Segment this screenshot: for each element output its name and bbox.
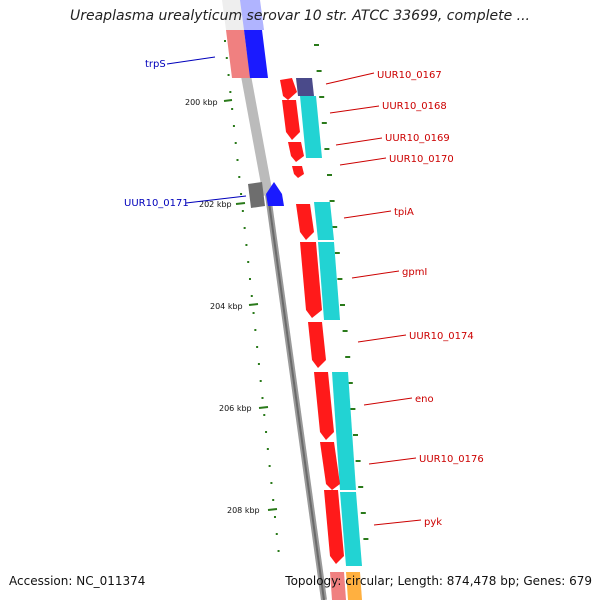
label-tpiA: tpiA [394, 207, 414, 218]
gene-group-0167-0170 [280, 78, 322, 178]
tick-label-208: 208 kbp [227, 506, 260, 515]
label-UUR10_0168: UUR10_0168 [382, 101, 447, 112]
label-pyk: pyk [424, 517, 442, 528]
label-UUR10_0174: UUR10_0174 [409, 331, 474, 342]
tick-label-204: 204 kbp [210, 302, 243, 311]
label-UUR10_0170: UUR10_0170 [389, 154, 454, 165]
tick-label-206: 206 kbp [219, 404, 252, 413]
tick-label-202: 202 kbp [199, 200, 232, 209]
map-title: Ureaplasma urealyticum serovar 10 str. A… [69, 8, 530, 24]
label-trpS: trpS [145, 59, 166, 70]
accession-text: Accession: NC_011374 [9, 574, 146, 588]
gene-group-eno-pyk [314, 372, 362, 600]
scale-labels: 200 kbp 202 kbp 204 kbp 206 kbp 208 kbp [185, 98, 278, 515]
label-UUR10_0167: UUR10_0167 [377, 70, 442, 81]
label-gpmI: gpmI [402, 267, 427, 278]
label-UUR10_0176: UUR10_0176 [419, 454, 484, 465]
scale-dots [224, 40, 369, 552]
label-UUR10_0171: UUR10_0171 [124, 198, 189, 209]
topology-text: Topology: circular; Length: 874,478 bp; … [285, 574, 592, 588]
label-eno: eno [415, 394, 434, 405]
gene-labels-left: trpS UUR10_0171 [124, 56, 247, 209]
tick-label-200: 200 kbp [185, 98, 218, 107]
gene-labels-right: UUR10_0167 UUR10_0168 UUR10_0169 UUR10_0… [325, 70, 484, 528]
gene-trpS-region [222, 0, 268, 78]
label-UUR10_0169: UUR10_0169 [385, 133, 450, 144]
gene-UUR10_0171 [248, 182, 284, 208]
gene-group-tpiA-gpmI [296, 202, 340, 368]
